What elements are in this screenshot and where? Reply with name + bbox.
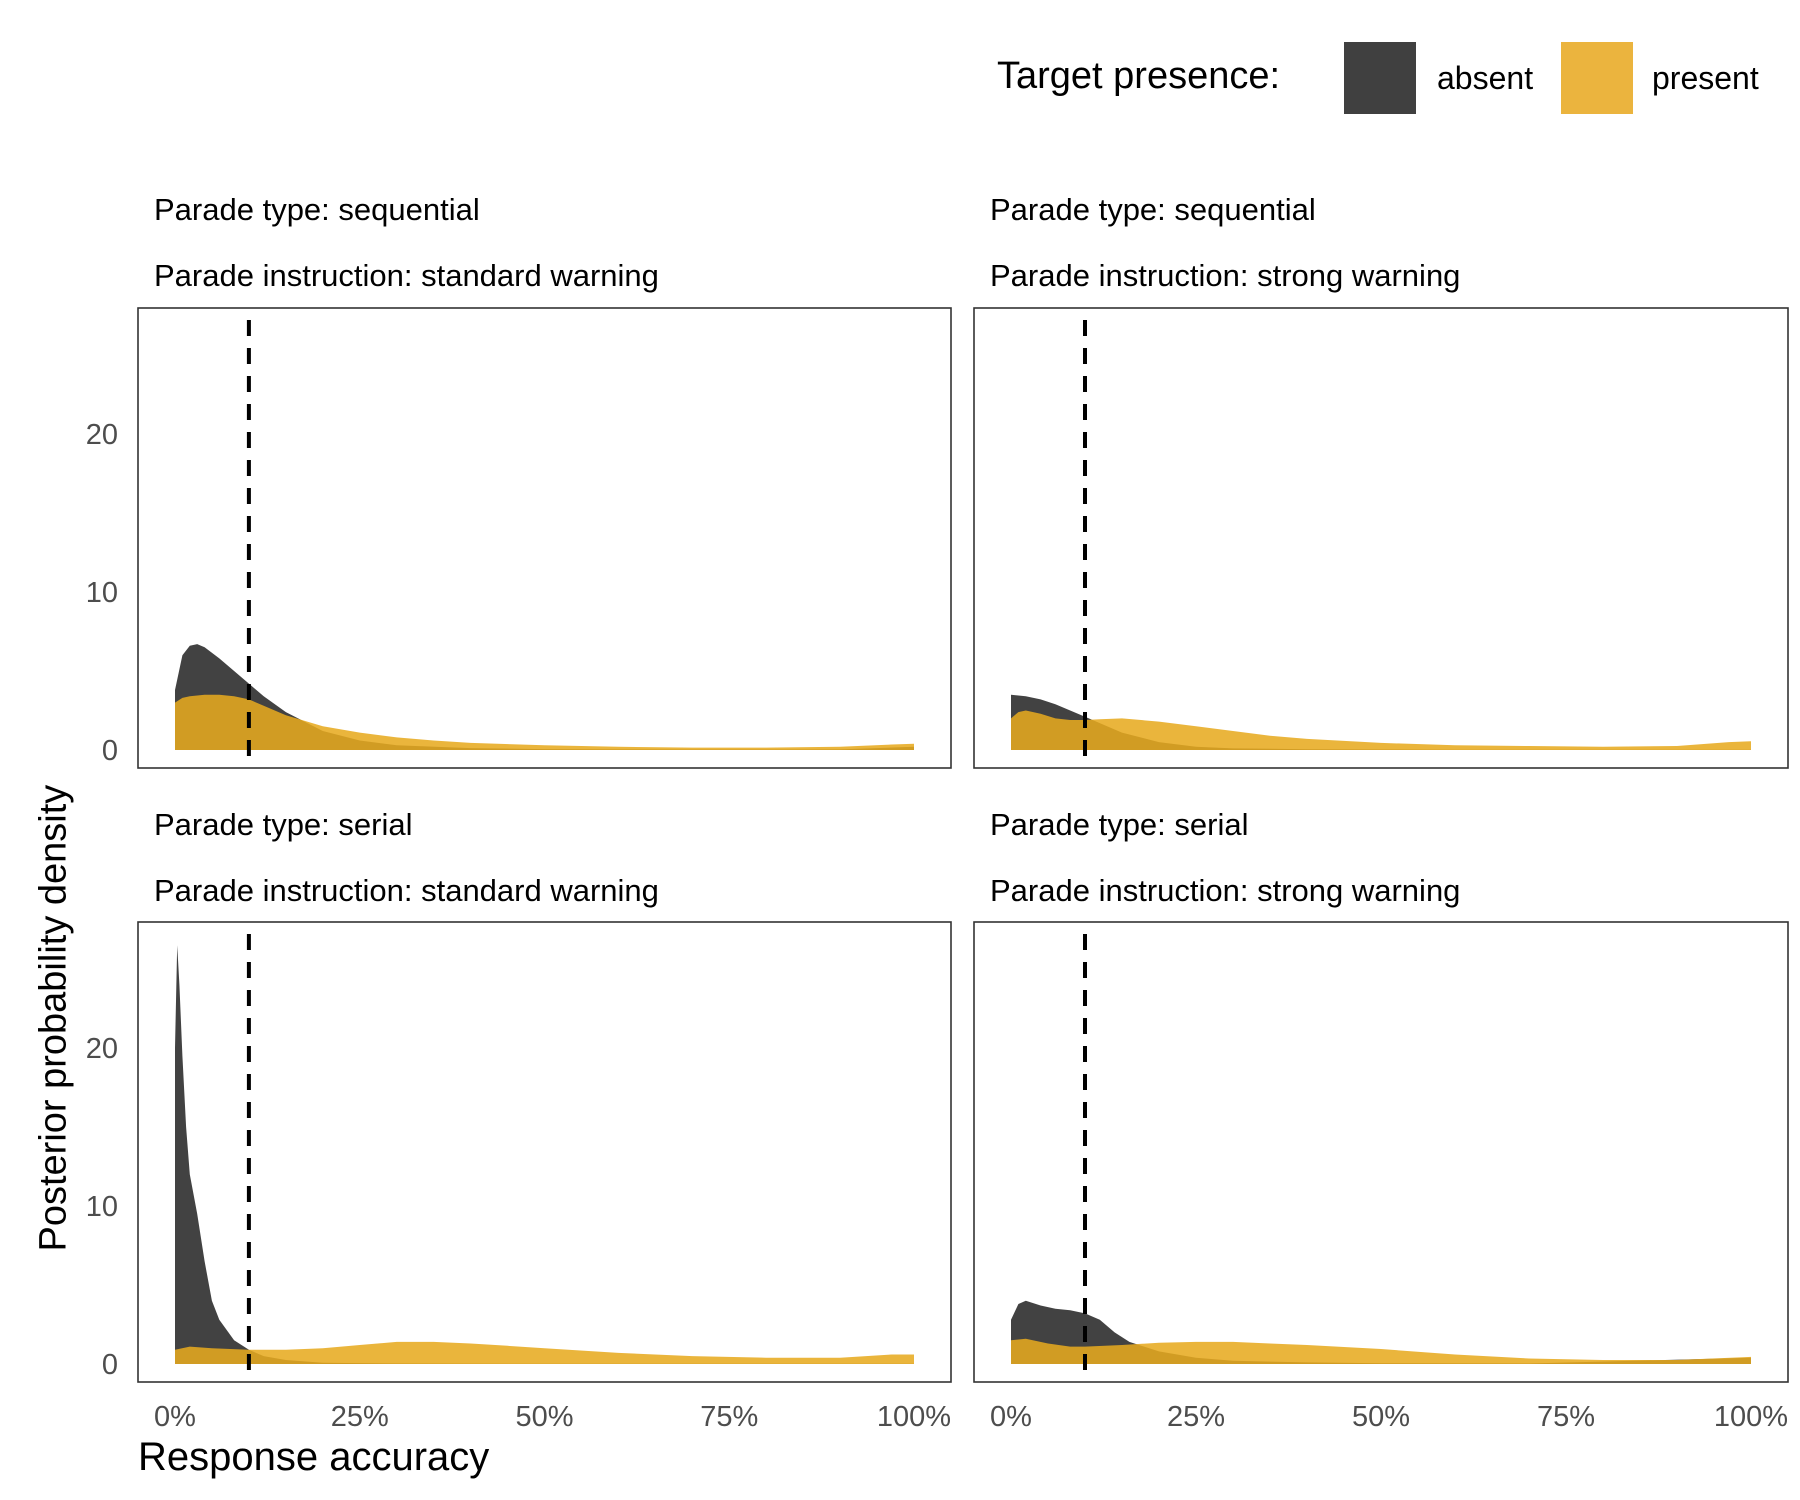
y-tick-label-p2-1: 10 [86,1191,118,1223]
strip-label-p2-line1: Parade type: serial [154,807,413,842]
legend-label-present: present [1652,60,1759,96]
strip-label-p3-line2: Parade instruction: strong warning [990,873,1461,908]
strip-label-p3-line1: Parade type: serial [990,807,1249,842]
panel-border-p2 [137,921,952,1383]
panel-0: 0 10 20 [86,307,952,769]
density-area-present-p0 [175,694,914,750]
legend-label-absent: absent [1437,60,1534,96]
density-area-present-p1 [1011,710,1751,750]
y-axis-label: Posterior probability density [32,784,75,1252]
density-area-present-p2 [175,1341,914,1364]
panel-border-p0 [137,307,952,769]
strip-label-p2-line2: Parade instruction: standard warning [154,873,659,908]
legend-title: Target presence: [997,55,1281,97]
panel-3: 0% 25% 50% 75% 100% [973,921,1789,1433]
x-tick-label-p2-3: 75% [700,1401,758,1433]
x-tick-label-p3-4: 100% [1714,1401,1788,1433]
density-area-absent-p2 [175,945,914,1364]
panel-1 [973,307,1789,769]
strip-label-p0-line2: Parade instruction: standard warning [154,258,659,293]
x-tick-label-p2-0: 0% [154,1401,196,1433]
strip-label-p1-line1: Parade type: sequential [990,192,1316,227]
y-tick-label-p0-2: 20 [86,419,118,451]
density-area-present-p3 [1011,1338,1751,1364]
panel-2: 0 10 20 0% 25% 50% 75% 100% [86,921,952,1433]
x-tick-label-p2-1: 25% [331,1401,389,1433]
x-tick-label-p2-4: 100% [877,1401,951,1433]
y-tick-label-p0-1: 10 [86,577,118,609]
y-tick-label-p2-2: 20 [86,1033,118,1065]
panel-border-p1 [973,307,1789,769]
y-tick-label-p2-0: 0 [102,1349,118,1381]
x-tick-label-p3-0: 0% [990,1401,1032,1433]
strip-label-p0-line1: Parade type: sequential [154,192,480,227]
legend-key-absent [1344,42,1416,114]
x-axis-label: Response accuracy [138,1435,490,1479]
x-tick-label-p2-2: 50% [515,1401,573,1433]
x-tick-label-p3-1: 25% [1167,1401,1225,1433]
x-tick-label-p3-3: 75% [1537,1401,1595,1433]
legend-key-present [1561,42,1633,114]
y-tick-label-p0-0: 0 [102,735,118,767]
strip-label-p1-line2: Parade instruction: strong warning [990,258,1461,293]
panel-border-p3 [973,921,1789,1383]
x-tick-label-p3-2: 50% [1352,1401,1410,1433]
